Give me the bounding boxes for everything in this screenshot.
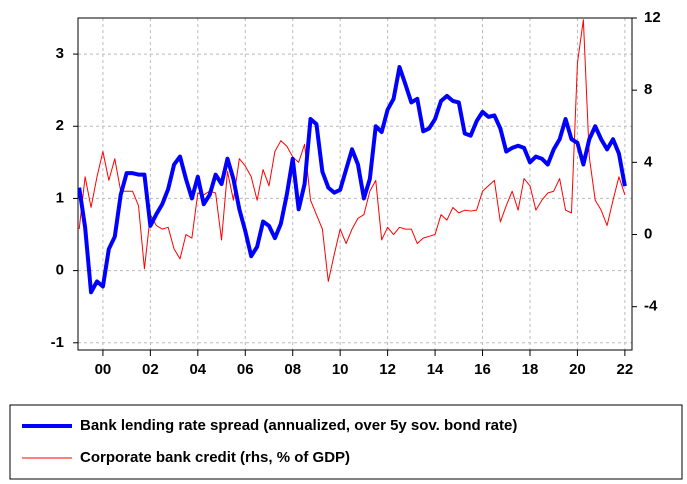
series-line <box>78 19 626 282</box>
y-tick-label: 2 <box>56 117 64 134</box>
y2-tick-label: 8 <box>644 81 652 98</box>
series-line <box>78 65 627 295</box>
x-tick-label: 14 <box>427 361 444 378</box>
y-tick-label: 1 <box>56 189 64 206</box>
plot-frame <box>77 17 633 351</box>
legend-label: Corporate bank credit (rhs, % of GDP) <box>80 449 350 466</box>
y-tick-label: 3 <box>56 45 64 62</box>
x-tick-label: 16 <box>474 361 491 378</box>
x-tick-label: 06 <box>237 361 254 378</box>
x-tick-label: 18 <box>522 361 539 378</box>
y2-tick-label: 0 <box>644 225 652 242</box>
y-tick-label: 0 <box>56 262 64 279</box>
y2-tick-label: 4 <box>644 153 653 170</box>
legend-box <box>9 404 683 480</box>
y-tick-label: -1 <box>51 334 64 351</box>
x-tick-label: 02 <box>142 361 159 378</box>
x-tick-label: 20 <box>569 361 586 378</box>
x-tick-label: 04 <box>189 361 206 378</box>
x-tick-label: 12 <box>379 361 396 378</box>
x-tick-label: 10 <box>332 361 349 378</box>
y2-tick-label: 12 <box>644 9 661 26</box>
x-tick-label: 22 <box>617 361 634 378</box>
x-tick-label: 08 <box>284 361 301 378</box>
y2-tick-label: -4 <box>644 298 658 315</box>
x-tick-label: 00 <box>95 361 112 378</box>
legend-label: Bank lending rate spread (annualized, ov… <box>80 417 517 434</box>
